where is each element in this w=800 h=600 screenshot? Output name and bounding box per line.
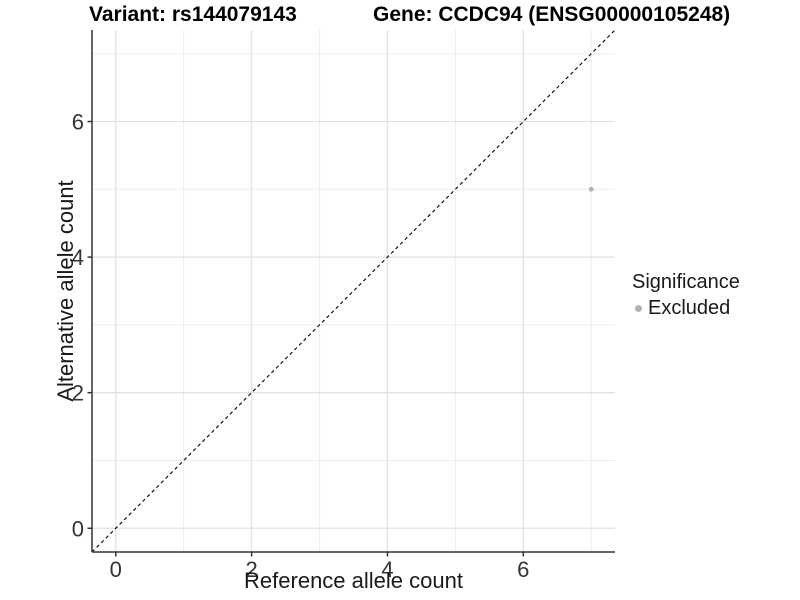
x-tick-label: 4 xyxy=(381,557,393,582)
variant-title: Variant: rs144079143 xyxy=(89,3,297,26)
y-tick-label: 2 xyxy=(72,381,84,406)
data-point xyxy=(588,186,594,192)
legend: Significance Excluded xyxy=(632,271,740,320)
legend-title: Significance xyxy=(632,271,740,293)
x-axis-title: Reference allele count xyxy=(244,568,463,593)
x-tick-label: 6 xyxy=(517,557,529,582)
x-tick-label: 0 xyxy=(110,557,122,582)
y-tick-label: 0 xyxy=(72,516,84,541)
legend-item-label: Excluded xyxy=(648,297,731,319)
legend-point-icon xyxy=(635,305,642,312)
legend-item-excluded: Excluded xyxy=(632,297,740,320)
y-tick-label: 6 xyxy=(72,110,84,135)
x-tick-label: 2 xyxy=(245,557,257,582)
identity-line xyxy=(91,29,616,553)
y-axis-title: Alternative allele count xyxy=(53,180,78,402)
gene-title: Gene: CCDC94 (ENSG00000105248) xyxy=(373,3,731,26)
y-tick-label: 4 xyxy=(72,245,84,270)
